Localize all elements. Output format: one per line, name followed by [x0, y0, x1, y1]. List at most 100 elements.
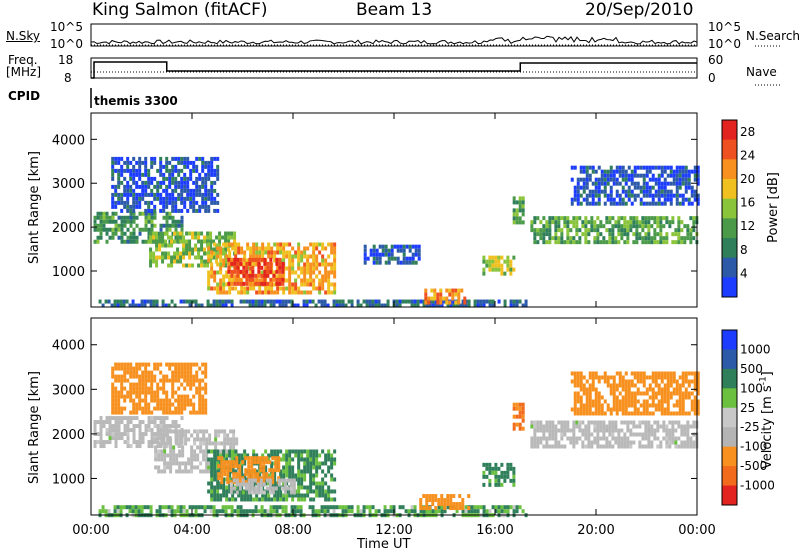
velocity-cell	[572, 420, 576, 425]
velocity-cell	[612, 375, 616, 380]
power-cell	[210, 160, 214, 165]
velocity-cell	[276, 497, 280, 502]
velocity-cell	[554, 432, 558, 437]
velocity-cell	[283, 490, 287, 495]
power-cell	[242, 269, 246, 274]
power-cell	[632, 232, 636, 237]
power-cell	[293, 303, 297, 308]
velocity-cell	[274, 486, 278, 491]
power-cell	[197, 251, 201, 256]
velocity-cell	[294, 449, 298, 454]
velocity-cell	[214, 433, 218, 438]
velocity-cell	[241, 476, 245, 481]
power-cell	[116, 299, 120, 304]
velocity-cell	[542, 432, 546, 437]
power-cell	[284, 303, 288, 308]
power-cell	[111, 204, 115, 209]
velocity-cell	[518, 422, 522, 427]
power-cell	[204, 200, 208, 205]
velocity-cell	[687, 379, 691, 384]
power-cell	[311, 299, 315, 304]
power-cell	[542, 236, 546, 241]
power-cell	[569, 220, 573, 225]
velocity-cell	[309, 461, 313, 466]
velocity-cell	[264, 497, 268, 502]
velocity-cell	[210, 473, 214, 478]
velocity-cell	[680, 424, 684, 429]
power-cell	[111, 219, 115, 224]
power-cell	[539, 232, 543, 237]
velocity-cell	[144, 428, 148, 433]
velocity-cell	[518, 426, 522, 431]
power-cell	[237, 250, 241, 255]
power-cell	[677, 236, 681, 241]
power-cell	[618, 193, 622, 198]
velocity-cell	[135, 386, 139, 391]
power-cell	[666, 193, 670, 198]
power-cell	[159, 160, 163, 165]
power-cell	[654, 201, 658, 206]
velocity-cell	[590, 420, 594, 425]
power-cell	[281, 273, 285, 278]
velocity-cell	[259, 456, 263, 461]
power-cell	[204, 204, 208, 209]
power-cell	[425, 303, 429, 308]
velocity-cell	[190, 465, 194, 470]
power-cell	[237, 290, 241, 295]
power-cell	[383, 303, 387, 308]
velocity-cell	[533, 436, 537, 441]
power-cell	[590, 216, 594, 221]
power-cell	[245, 273, 249, 278]
velocity-cell	[675, 383, 679, 388]
power-cell	[424, 292, 428, 297]
velocity-cell	[512, 414, 516, 419]
velocity-cell	[581, 420, 585, 425]
velocity-cell	[677, 444, 681, 449]
power-cell	[215, 259, 219, 264]
velocity-cell	[183, 394, 187, 399]
power-cell	[606, 197, 610, 202]
velocity-cell	[690, 371, 694, 376]
power-cell	[129, 235, 133, 240]
velocity-cell	[669, 395, 673, 400]
power-cell	[167, 303, 171, 308]
velocity-cell	[666, 395, 670, 400]
velocity-cell	[165, 374, 169, 379]
power-cell	[458, 303, 462, 308]
velocity-cell	[285, 469, 289, 474]
power-cell	[536, 232, 540, 237]
velocity-cell	[173, 509, 177, 514]
velocity-cell	[240, 465, 244, 470]
power-cell	[266, 299, 270, 304]
velocity-cell	[144, 410, 148, 415]
velocity-cell	[117, 436, 121, 441]
power-cell	[182, 255, 186, 260]
power-cell	[237, 246, 241, 251]
velocity-cell	[204, 382, 208, 387]
power-cell	[255, 250, 259, 255]
velocity-region	[530, 420, 699, 449]
power-cell	[162, 223, 166, 228]
power-cell	[170, 299, 174, 304]
velocity-cell	[285, 453, 289, 458]
power-cell	[452, 303, 456, 308]
velocity-cell	[141, 432, 145, 437]
power-cell	[189, 192, 193, 197]
velocity-cell	[548, 424, 552, 429]
velocity-cell	[327, 457, 331, 462]
velocity-cell	[243, 453, 247, 458]
velocity-cell	[120, 386, 124, 391]
power-cell	[554, 228, 558, 233]
velocity-cell	[581, 428, 585, 433]
power-cell	[183, 156, 187, 161]
velocity-cell	[135, 444, 139, 449]
velocity-cell	[202, 457, 206, 462]
velocity-cell	[189, 386, 193, 391]
velocity-cell	[175, 457, 179, 462]
freq-line	[91, 61, 697, 79]
velocity-cell	[222, 481, 226, 486]
velocity-cell	[500, 482, 504, 487]
power-cell	[662, 236, 666, 241]
velocity-cell	[657, 387, 661, 392]
velocity-cell	[138, 420, 142, 425]
